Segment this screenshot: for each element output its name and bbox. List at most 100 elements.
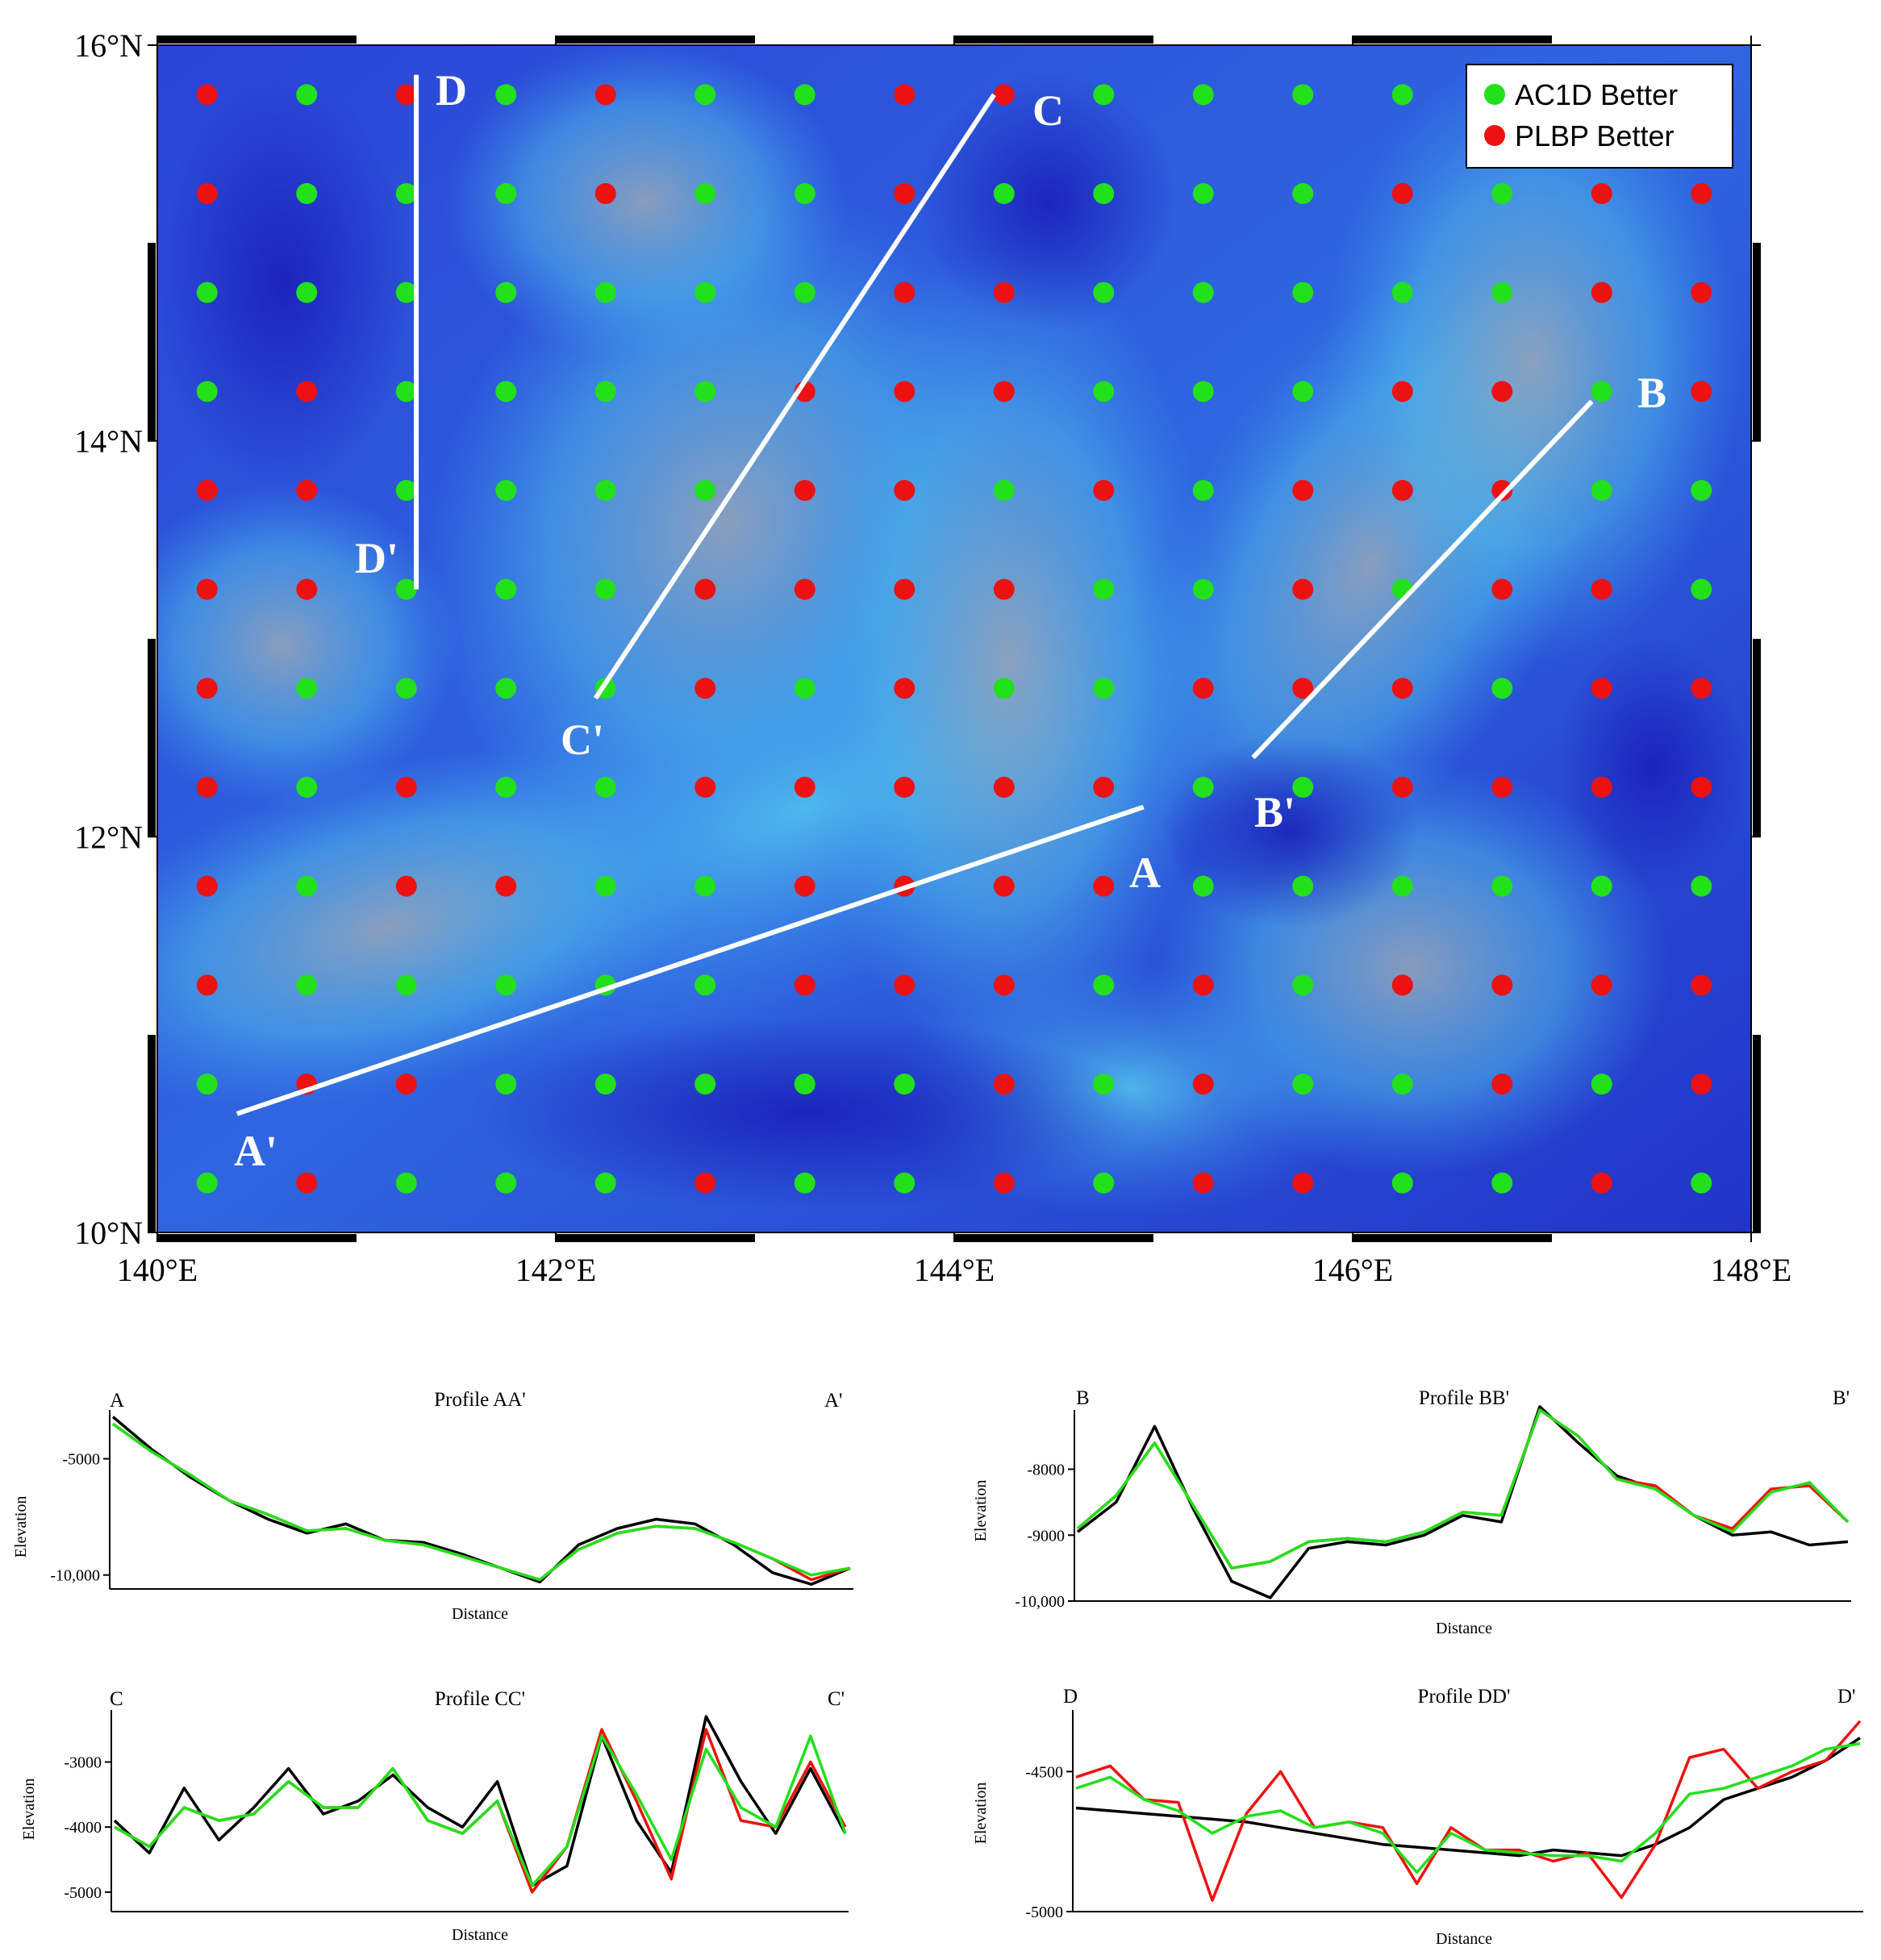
legend-marker-plbp	[1484, 125, 1505, 146]
point-ac1d-better	[1093, 974, 1115, 996]
point-ac1d-better	[1691, 480, 1712, 501]
point-ac1d-better	[594, 777, 616, 798]
point-plbp-better	[1391, 480, 1413, 501]
point-plbp-better	[196, 875, 218, 897]
point-ac1d-better	[1391, 84, 1413, 106]
profile-end-label: A	[1129, 849, 1161, 897]
point-plbp-better	[495, 875, 517, 897]
point-ac1d-better	[495, 480, 517, 501]
point-ac1d-better	[1192, 777, 1214, 798]
point-ac1d-better	[495, 281, 517, 303]
legend-label-ac1d: AC1D Better	[1515, 78, 1678, 111]
point-plbp-better	[993, 578, 1015, 600]
point-plbp-better	[993, 974, 1015, 996]
point-ac1d-better	[495, 777, 517, 798]
point-ac1d-better	[395, 480, 417, 501]
point-plbp-better	[196, 183, 218, 204]
series-plbp	[1076, 1408, 1850, 1570]
point-plbp-better	[1591, 578, 1612, 600]
lon-tick-label: 142°E	[515, 1252, 596, 1288]
profile-cc-panel: Profile CC' C C' Elevation Distance -300…	[20, 1688, 849, 1944]
profile-aa-panel: Profile AA' A A' Elevation Distance -500…	[12, 1389, 853, 1623]
point-ac1d-better	[395, 1172, 417, 1194]
point-plbp-better	[395, 84, 417, 106]
point-ac1d-better	[1292, 381, 1314, 402]
point-ac1d-better	[694, 84, 716, 106]
point-ac1d-better	[794, 84, 815, 106]
point-plbp-better	[1691, 281, 1712, 303]
map-axis-ticks: 140°E 142°E 144°E 146°E 148°E 10°N 12°N 14°N 16°…	[74, 27, 1791, 1288]
point-ac1d-better	[196, 1074, 218, 1095]
lat-tick-label: 10°N	[74, 1215, 143, 1251]
validation-grid-points	[196, 84, 1712, 1194]
profile-cc-start-label: C	[110, 1688, 123, 1710]
map-legend: AC1D Better PLBP Better	[1466, 64, 1733, 169]
lat-tick-label: 16°N	[74, 27, 143, 64]
point-ac1d-better	[296, 183, 318, 204]
point-ac1d-better	[694, 281, 716, 303]
y-tick-label: -10,000	[1015, 1593, 1065, 1611]
point-plbp-better	[1691, 1074, 1712, 1095]
point-ac1d-better	[1093, 1074, 1115, 1095]
point-ac1d-better	[594, 281, 616, 303]
lat-tick-label: 12°N	[74, 819, 143, 855]
point-plbp-better	[1391, 678, 1413, 699]
profile-dd-xlabel: Distance	[1436, 1930, 1492, 1948]
point-ac1d-better	[1292, 777, 1314, 798]
y-tick-label: -8000	[1027, 1462, 1065, 1479]
point-ac1d-better	[196, 1172, 218, 1194]
point-plbp-better	[1591, 777, 1612, 798]
profile-dd-end-label: D'	[1837, 1686, 1856, 1708]
point-ac1d-better	[1491, 281, 1513, 303]
y-tick-label: -3000	[64, 1754, 102, 1772]
point-plbp-better	[993, 281, 1015, 303]
point-ac1d-better	[1591, 480, 1612, 501]
point-plbp-better	[296, 381, 318, 402]
point-plbp-better	[1691, 678, 1712, 699]
profile-cc-xlabel: Distance	[452, 1926, 508, 1944]
point-plbp-better	[1391, 974, 1413, 996]
series-ac1d	[1075, 1741, 1861, 1875]
point-ac1d-better	[296, 974, 318, 996]
point-ac1d-better	[1192, 875, 1214, 897]
point-plbp-better	[794, 578, 815, 600]
point-plbp-better	[1192, 1172, 1214, 1194]
point-ac1d-better	[1292, 1074, 1314, 1095]
bathymetry-map: 140°E 142°E 144°E 146°E 148°E 10°N 12°N 14°N 16°…	[74, 27, 1791, 1288]
point-ac1d-better	[1093, 381, 1115, 402]
point-ac1d-better	[1391, 875, 1413, 897]
point-ac1d-better	[894, 1074, 915, 1095]
point-plbp-better	[993, 777, 1015, 798]
point-plbp-better	[196, 974, 218, 996]
point-ac1d-better	[296, 281, 318, 303]
series-ac1d	[1076, 1408, 1850, 1570]
point-plbp-better	[1192, 678, 1214, 699]
y-tick-label: -5000	[1025, 1904, 1063, 1921]
profile-cc-end-label: C'	[828, 1688, 845, 1710]
point-ac1d-better	[993, 678, 1015, 699]
point-ac1d-better	[395, 281, 417, 303]
point-ac1d-better	[1691, 578, 1712, 600]
point-plbp-better	[1691, 381, 1712, 402]
point-plbp-better	[196, 578, 218, 600]
point-plbp-better	[894, 777, 915, 798]
point-plbp-better	[1491, 381, 1513, 402]
point-plbp-better	[993, 381, 1015, 402]
series-observed	[111, 1416, 851, 1586]
profile-bb-panel: Profile BB' B B' Elevation Distance -800…	[972, 1387, 1851, 1637]
point-ac1d-better	[1093, 1172, 1115, 1194]
profile-start-label: D'	[355, 534, 398, 582]
point-ac1d-better	[694, 381, 716, 402]
point-plbp-better	[594, 84, 616, 106]
point-plbp-better	[1391, 777, 1413, 798]
profile-aa-xlabel: Distance	[452, 1605, 508, 1623]
point-ac1d-better	[794, 1172, 815, 1194]
point-plbp-better	[694, 1172, 716, 1194]
point-ac1d-better	[694, 183, 716, 204]
point-plbp-better	[1491, 1074, 1513, 1095]
point-plbp-better	[993, 1172, 1015, 1194]
series-ac1d	[114, 1734, 847, 1887]
point-ac1d-better	[894, 1172, 915, 1194]
profile-bb-title: Profile BB'	[1419, 1387, 1509, 1409]
profile-aa-ylabel: Elevation	[12, 1496, 30, 1558]
